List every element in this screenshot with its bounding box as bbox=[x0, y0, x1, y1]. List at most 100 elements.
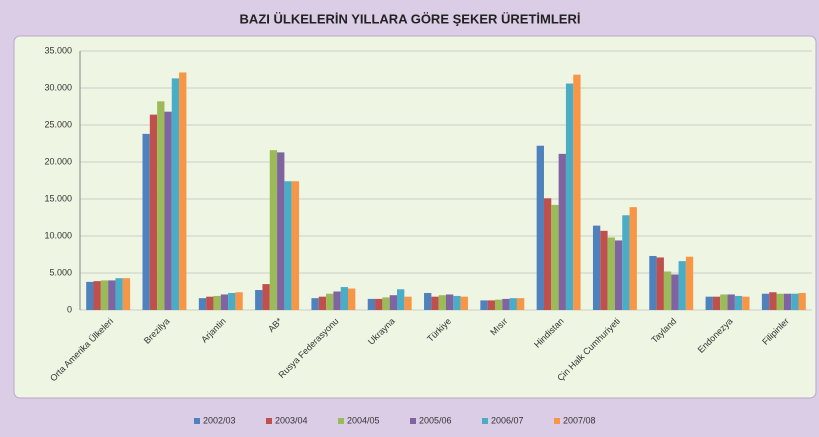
bar bbox=[179, 72, 187, 311]
bar bbox=[720, 294, 728, 310]
bar bbox=[122, 278, 131, 310]
bar bbox=[375, 298, 383, 310]
bar bbox=[487, 300, 495, 310]
legend-swatch bbox=[554, 418, 560, 424]
bar bbox=[86, 281, 94, 310]
bar bbox=[367, 298, 376, 310]
bar bbox=[115, 278, 123, 310]
bar bbox=[685, 256, 694, 310]
y-tick-label: 15.000 bbox=[44, 193, 72, 203]
bar bbox=[614, 240, 623, 310]
plot-panel bbox=[13, 35, 817, 399]
y-tick-label: 10.000 bbox=[44, 230, 72, 240]
y-tick-label: 35.000 bbox=[44, 45, 72, 55]
legend-label: 2003/04 bbox=[275, 415, 308, 425]
legend-swatch bbox=[482, 418, 488, 424]
bar bbox=[397, 289, 405, 310]
bar bbox=[509, 298, 517, 310]
y-tick-label: 25.000 bbox=[44, 119, 72, 129]
bar bbox=[108, 280, 116, 310]
legend-label: 2005/06 bbox=[419, 415, 452, 425]
bar bbox=[791, 293, 799, 310]
y-tick-label: 5.000 bbox=[49, 267, 72, 277]
bar bbox=[438, 295, 446, 310]
bar bbox=[171, 78, 180, 310]
bar bbox=[424, 292, 432, 310]
legend-swatch bbox=[410, 418, 416, 424]
bar bbox=[235, 292, 243, 310]
bar bbox=[516, 298, 525, 310]
legend-label: 2002/03 bbox=[203, 415, 236, 425]
bar bbox=[543, 198, 552, 310]
bar bbox=[656, 257, 664, 310]
legend-label: 2006/07 bbox=[491, 415, 524, 425]
bar bbox=[340, 287, 349, 310]
bar bbox=[389, 295, 398, 310]
bar bbox=[228, 292, 236, 310]
legend-label: 2004/05 bbox=[347, 415, 380, 425]
y-tick-label: 30.000 bbox=[44, 82, 72, 92]
chart-title: BAZI ÜLKELERİN YILLARA GÖRE ŞEKER ÜRETİM… bbox=[240, 11, 581, 26]
bar bbox=[649, 255, 657, 310]
bar bbox=[326, 293, 334, 310]
bar bbox=[348, 288, 356, 310]
bar bbox=[798, 292, 806, 310]
bar bbox=[536, 145, 544, 310]
bar bbox=[198, 298, 207, 310]
bar bbox=[291, 181, 300, 310]
bar bbox=[262, 284, 270, 310]
bar bbox=[558, 153, 566, 310]
bar bbox=[404, 296, 412, 310]
bar bbox=[727, 294, 735, 310]
bar bbox=[761, 293, 770, 310]
bar bbox=[382, 297, 390, 310]
bar bbox=[705, 296, 713, 310]
y-tick-label: 20.000 bbox=[44, 156, 72, 166]
bar bbox=[565, 83, 574, 310]
bar bbox=[206, 296, 214, 310]
bar bbox=[269, 150, 278, 310]
legend-label: 2007/08 bbox=[563, 415, 596, 425]
bar bbox=[149, 114, 158, 310]
bar bbox=[629, 207, 637, 310]
bar bbox=[769, 292, 777, 310]
bar bbox=[142, 133, 150, 310]
bar bbox=[284, 181, 292, 310]
bar bbox=[742, 296, 750, 310]
bar bbox=[213, 295, 221, 310]
bar bbox=[277, 152, 285, 310]
bar bbox=[734, 295, 743, 310]
bar bbox=[255, 290, 263, 310]
bar bbox=[776, 293, 784, 310]
bar bbox=[622, 215, 630, 310]
bar bbox=[573, 74, 581, 311]
bar bbox=[592, 225, 601, 310]
bar bbox=[600, 230, 608, 310]
bar bbox=[480, 300, 488, 310]
bar bbox=[311, 298, 319, 310]
bar bbox=[220, 294, 229, 310]
bar bbox=[446, 294, 454, 310]
bar bbox=[494, 299, 503, 310]
bar bbox=[783, 293, 792, 310]
legend-swatch bbox=[194, 418, 200, 424]
bar bbox=[671, 274, 679, 310]
y-tick-label: 0 bbox=[67, 304, 72, 314]
bar bbox=[712, 296, 721, 310]
bar bbox=[460, 296, 468, 310]
bar bbox=[157, 101, 165, 310]
bar bbox=[333, 291, 341, 310]
bar bbox=[663, 271, 672, 310]
bar bbox=[607, 237, 615, 310]
legend-swatch bbox=[338, 418, 344, 424]
bar bbox=[318, 296, 327, 310]
bar bbox=[164, 111, 172, 311]
bar bbox=[93, 281, 101, 310]
legend-swatch bbox=[266, 418, 272, 424]
bar bbox=[678, 261, 686, 310]
bar bbox=[431, 296, 439, 310]
bar bbox=[551, 204, 559, 310]
bar bbox=[453, 295, 461, 310]
bar bbox=[100, 280, 109, 310]
